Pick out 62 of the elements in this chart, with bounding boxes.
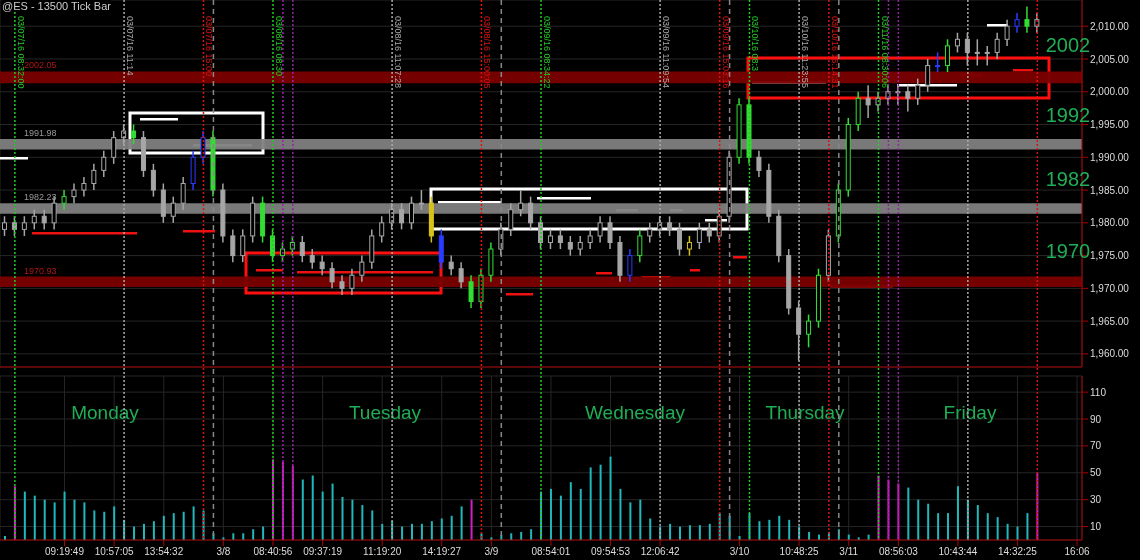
y-tick-label: 10 (1090, 521, 1102, 533)
annotation: 03/10/16 15:14:31 (829, 16, 840, 89)
annotation: Friday (943, 402, 997, 424)
annotation: 03/08/16 11:07:28 (393, 16, 404, 88)
y-tick-label: 1,975.00 (1090, 250, 1130, 262)
y-tick-label: 1,970.00 (1090, 282, 1130, 294)
annotation: 03/10/16 08:3 (750, 16, 761, 72)
y-tick-label: 2,000.00 (1090, 86, 1130, 98)
x-tick-label: 3/11 (839, 546, 859, 558)
band-label: 1970.93 (24, 265, 57, 276)
x-tick-label: 09:54:53 (591, 546, 631, 558)
x-tick-label: 10:48:25 (779, 546, 819, 558)
annotation: 1982 (1045, 168, 1091, 190)
annotation: 1970 (1045, 240, 1091, 263)
band-label: 2002.05 (24, 60, 57, 71)
y-tick-label: 110 (1090, 386, 1107, 398)
x-tick-label: 3/8 (216, 546, 231, 558)
annotation: 1992 (1045, 104, 1091, 126)
y-tick-label: 1,980.00 (1090, 217, 1130, 229)
x-tick-label: 13:54:32 (144, 546, 184, 558)
y-tick-label: 70 (1090, 440, 1102, 452)
y-tick-label: 1,960.00 (1090, 348, 1130, 360)
x-tick-label: 16:06 (1064, 546, 1090, 558)
annotation: 03/07/16 11:14 (125, 16, 136, 76)
band-label: 1991.98 (24, 127, 57, 138)
annotation: Monday (71, 402, 139, 424)
x-tick-label: 10:43:44 (938, 546, 978, 558)
annotation: Thursday (765, 402, 845, 424)
x-tick-label: 3/9 (484, 546, 499, 558)
annotation: 2002 (1045, 34, 1091, 56)
y-tick-label: 50 (1090, 467, 1102, 479)
chart-title: @ES - 13500 Tick Bar (2, 0, 111, 12)
x-tick-label: 11:19:20 (363, 546, 402, 558)
annotation: 03/11/16 08:30:06 (879, 16, 890, 88)
x-tick-label: 08:40:56 (253, 546, 293, 558)
y-tick-label: 2,005.00 (1090, 53, 1130, 65)
x-tick-label: 14:19:27 (422, 546, 462, 558)
x-tick-label: 09:37:19 (303, 546, 343, 558)
y-tick-label: 90 (1090, 413, 1102, 425)
x-tick-label: 14:32:25 (998, 546, 1038, 558)
x-tick-label: 08:56:03 (878, 546, 919, 558)
y-tick-label: 1,990.00 (1090, 151, 1130, 163)
x-tick-label: 12:06:42 (640, 546, 681, 558)
annotation: 03/09/16 15:03:16 (720, 16, 731, 89)
annotation: 03/08/16 15:00:05 (482, 16, 493, 89)
annotation: 03/09/16 08:34:22 (542, 16, 552, 89)
y-tick-label: 1,995.00 (1090, 119, 1130, 131)
annotation: Wednesday (585, 402, 685, 424)
band-label: 1982.23 (24, 192, 57, 203)
annotation: 03/09/16 11:09:54 (661, 16, 672, 88)
annotation: Tuesday (348, 402, 422, 424)
annotation: 03/08/16 08:30 (273, 16, 284, 77)
x-tick-label: 08:54:01 (531, 546, 571, 558)
y-tick-label: 2,010.00 (1090, 20, 1130, 32)
annotation: 03/07/16 15:00 (204, 16, 215, 77)
annotation: 03/10/16 11:23:55 (800, 16, 811, 88)
x-tick-label: 10:57:05 (94, 546, 135, 558)
y-tick-label: 1,965.00 (1090, 315, 1130, 327)
y-tick-label: 1,985.00 (1090, 184, 1130, 196)
x-tick-label: 3/10 (729, 546, 750, 558)
y-tick-label: 30 (1090, 494, 1102, 506)
x-tick-label: 09:19:49 (45, 546, 85, 558)
